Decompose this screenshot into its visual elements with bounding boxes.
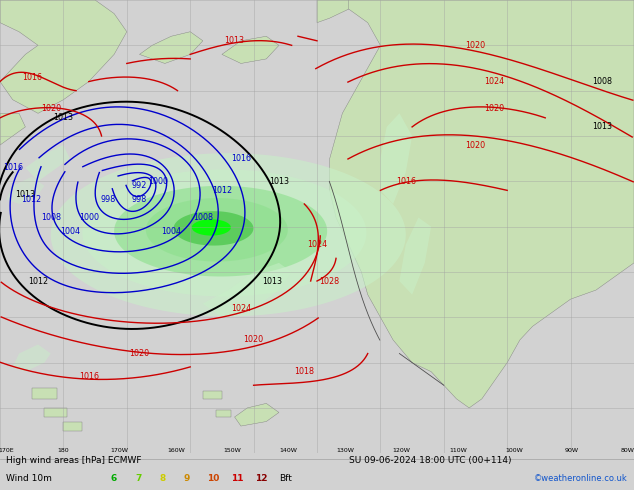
Text: 180: 180 (57, 448, 68, 453)
Text: 110W: 110W (450, 448, 467, 453)
Polygon shape (32, 388, 57, 399)
Text: 1020: 1020 (243, 336, 264, 344)
Polygon shape (0, 113, 25, 145)
Polygon shape (51, 153, 406, 317)
Polygon shape (63, 421, 82, 431)
Text: 1016: 1016 (396, 177, 416, 186)
Text: 1020: 1020 (41, 104, 61, 113)
Text: 1020: 1020 (465, 41, 486, 50)
Text: 130W: 130W (336, 448, 354, 453)
Text: 1016: 1016 (3, 163, 23, 172)
Text: 992: 992 (132, 181, 147, 190)
Text: 1013: 1013 (269, 177, 289, 186)
Text: 120W: 120W (393, 448, 411, 453)
Text: 12: 12 (256, 474, 268, 483)
Polygon shape (0, 0, 127, 113)
Text: 998: 998 (100, 195, 115, 204)
Text: 1008: 1008 (193, 213, 213, 222)
Text: 1016: 1016 (79, 372, 99, 381)
Text: Bft: Bft (280, 474, 292, 483)
Polygon shape (146, 198, 288, 262)
Text: 90W: 90W (564, 448, 578, 453)
Text: 1013: 1013 (592, 122, 612, 131)
Text: 1013: 1013 (53, 113, 74, 122)
Text: 1004: 1004 (60, 227, 80, 236)
Text: 9: 9 (183, 474, 190, 483)
Text: 1000: 1000 (148, 177, 169, 186)
Text: High wind areas [hPa] ECMWF: High wind areas [hPa] ECMWF (6, 456, 142, 465)
Text: 170W: 170W (110, 448, 128, 453)
Text: Wind 10m: Wind 10m (6, 474, 52, 483)
Text: 6: 6 (111, 474, 117, 483)
Text: 1012: 1012 (212, 186, 232, 195)
Polygon shape (174, 211, 254, 245)
Text: 1000: 1000 (79, 213, 99, 222)
Polygon shape (399, 218, 431, 294)
Text: 1016: 1016 (22, 73, 42, 81)
Text: 1008: 1008 (592, 77, 612, 86)
Text: 1004: 1004 (161, 227, 181, 236)
Polygon shape (380, 113, 412, 204)
Polygon shape (317, 0, 634, 408)
Polygon shape (203, 263, 292, 318)
Polygon shape (82, 170, 366, 296)
Text: 8: 8 (159, 474, 165, 483)
Polygon shape (44, 408, 67, 417)
Text: 150W: 150W (223, 448, 241, 453)
Text: 1018: 1018 (294, 367, 314, 376)
Polygon shape (13, 344, 51, 371)
Text: 1012: 1012 (22, 195, 42, 204)
Text: 1024: 1024 (484, 77, 505, 86)
Text: 1016: 1016 (231, 154, 251, 163)
Polygon shape (6, 177, 44, 204)
Text: 1028: 1028 (320, 276, 340, 286)
Text: 100W: 100W (506, 448, 524, 453)
Text: 1024: 1024 (307, 240, 327, 249)
Text: 10: 10 (207, 474, 220, 483)
Polygon shape (25, 145, 70, 181)
Text: 1013: 1013 (15, 191, 36, 199)
Polygon shape (317, 0, 349, 23)
Text: 170E: 170E (0, 448, 14, 453)
Polygon shape (192, 220, 231, 236)
Text: 1020: 1020 (484, 104, 505, 113)
Text: 1024: 1024 (231, 304, 251, 313)
Polygon shape (139, 32, 203, 64)
Text: ©weatheronline.co.uk: ©weatheronline.co.uk (534, 474, 628, 483)
Polygon shape (222, 36, 279, 64)
Text: 998: 998 (132, 195, 147, 204)
Text: 1008: 1008 (41, 213, 61, 222)
Polygon shape (216, 410, 231, 417)
Text: 1012: 1012 (28, 276, 48, 286)
Text: 140W: 140W (280, 448, 298, 453)
Text: 1020: 1020 (465, 141, 486, 149)
Text: 80W: 80W (621, 448, 634, 453)
Polygon shape (235, 403, 279, 426)
Text: 160W: 160W (167, 448, 184, 453)
Polygon shape (203, 391, 222, 399)
Text: 11: 11 (231, 474, 244, 483)
Text: 7: 7 (135, 474, 141, 483)
Text: SU 09-06-2024 18:00 UTC (00+114): SU 09-06-2024 18:00 UTC (00+114) (349, 456, 511, 465)
Text: 1013: 1013 (262, 276, 283, 286)
Polygon shape (114, 186, 327, 276)
Text: 1020: 1020 (129, 349, 150, 358)
Text: 1013: 1013 (224, 36, 245, 45)
